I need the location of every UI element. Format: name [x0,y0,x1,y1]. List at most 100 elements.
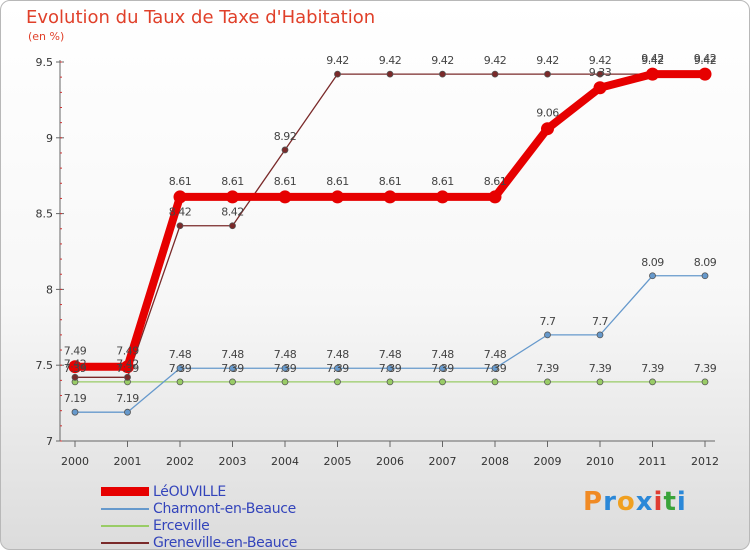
data-label: 7.7 [540,315,556,328]
data-point [439,70,446,78]
data-point [593,81,607,95]
logo-letter: r [603,487,617,517]
logo-letter: i [653,487,664,517]
data-label: 8.61 [169,175,192,188]
logo-letter: i [676,487,687,517]
data-point [439,364,446,372]
data-point [541,122,554,136]
data-point [176,222,184,230]
data-point [701,272,709,280]
data-label: 7.7 [592,315,608,328]
data-point [124,408,131,416]
data-label: 8.09 [641,256,664,269]
legend-item: Charmont-en-Beauce [101,500,297,517]
data-point [71,373,79,381]
data-point [229,222,236,230]
data-label: 7.19 [116,392,139,405]
data-label: 9.42 [694,52,717,65]
legend-label: Erceville [153,517,210,534]
logo-letter: o [616,487,636,517]
chart-series [68,67,712,416]
legend-label: Greneville-en-Beauce [153,534,298,550]
data-label: 8.42 [221,206,244,219]
data-label: 8.42 [169,206,192,219]
data-label: 9.42 [484,54,507,67]
data-point [281,146,289,154]
legend-swatch [101,524,149,527]
data-point [68,360,82,374]
data-point [281,378,289,386]
series-line [74,275,706,413]
data-label: 8.61 [484,175,507,188]
data-label: 7.48 [484,348,507,361]
data-point [281,364,289,372]
data-label: 7.39 [274,362,297,375]
data-point [436,190,449,204]
legend-swatch [101,507,149,510]
legend-item: Greneville-en-Beauce [101,534,298,550]
data-label: 8.61 [221,175,244,188]
legend-label: LéOUVILLE [153,483,226,500]
x-tick-label: 2007 [429,455,457,468]
chart-legend: LéOUVILLE Charmont-en-Beauce Erceville G… [101,483,298,550]
data-point [491,70,499,78]
data-label: 7.39 [64,362,87,375]
data-label: 9.42 [589,54,612,67]
data-label: 7.49 [64,345,87,358]
data-point [698,67,712,81]
data-label: 7.42 [64,357,87,370]
logo-letter: P [583,487,604,517]
data-label: 7.48 [379,348,402,361]
data-point [544,378,551,386]
data-point [544,331,551,339]
data-label: 9.42 [641,54,664,67]
data-point [383,190,397,204]
data-label: 8.61 [274,175,297,188]
data-label: 7.39 [169,362,192,375]
data-label: 9.42 [536,54,559,67]
y-tick-label: 7 [46,435,53,448]
data-label: 7.39 [431,362,454,375]
y-tick-label: 7.5 [36,359,54,372]
data-point [331,190,344,204]
data-label: 9.42 [431,54,454,67]
data-point [491,378,499,386]
chart-unit: (en %) [28,30,65,43]
data-label: 8.09 [694,256,717,269]
logo-letter: t [663,487,677,517]
data-point [229,364,236,372]
data-label: 7.48 [326,348,349,361]
x-tick-label: 2008 [481,455,509,468]
data-point [646,67,659,81]
data-label: 9.42 [326,54,349,67]
data-label: 8.61 [326,175,349,188]
data-label: 7.49 [116,345,139,358]
x-tick-label: 2002 [166,455,194,468]
data-point [544,70,551,78]
x-tick-label: 2003 [219,455,247,468]
proxiti-logo: Proxiti [583,487,687,517]
legend-item: Erceville [101,517,297,534]
x-tick-label: 2005 [324,455,352,468]
x-tick-label: 2010 [586,455,614,468]
data-point [334,70,341,78]
data-label: 7.48 [221,348,244,361]
data-point [491,364,499,372]
data-point [71,408,79,416]
data-point [173,190,187,204]
data-label: 7.39 [379,362,402,375]
data-point [386,378,394,386]
data-label: 8.61 [431,175,454,188]
data-label: 8.61 [379,175,402,188]
data-label: 7.39 [694,362,717,375]
x-tick-label: 2009 [534,455,562,468]
chart-title: Evolution du Taux de Taxe d'Habitation [26,7,376,28]
data-label: 8.92 [274,130,297,143]
data-label: 7.48 [431,348,454,361]
data-point [386,364,394,372]
data-point [278,190,292,204]
data-label: 9.42 [379,54,402,67]
data-point [439,378,446,386]
